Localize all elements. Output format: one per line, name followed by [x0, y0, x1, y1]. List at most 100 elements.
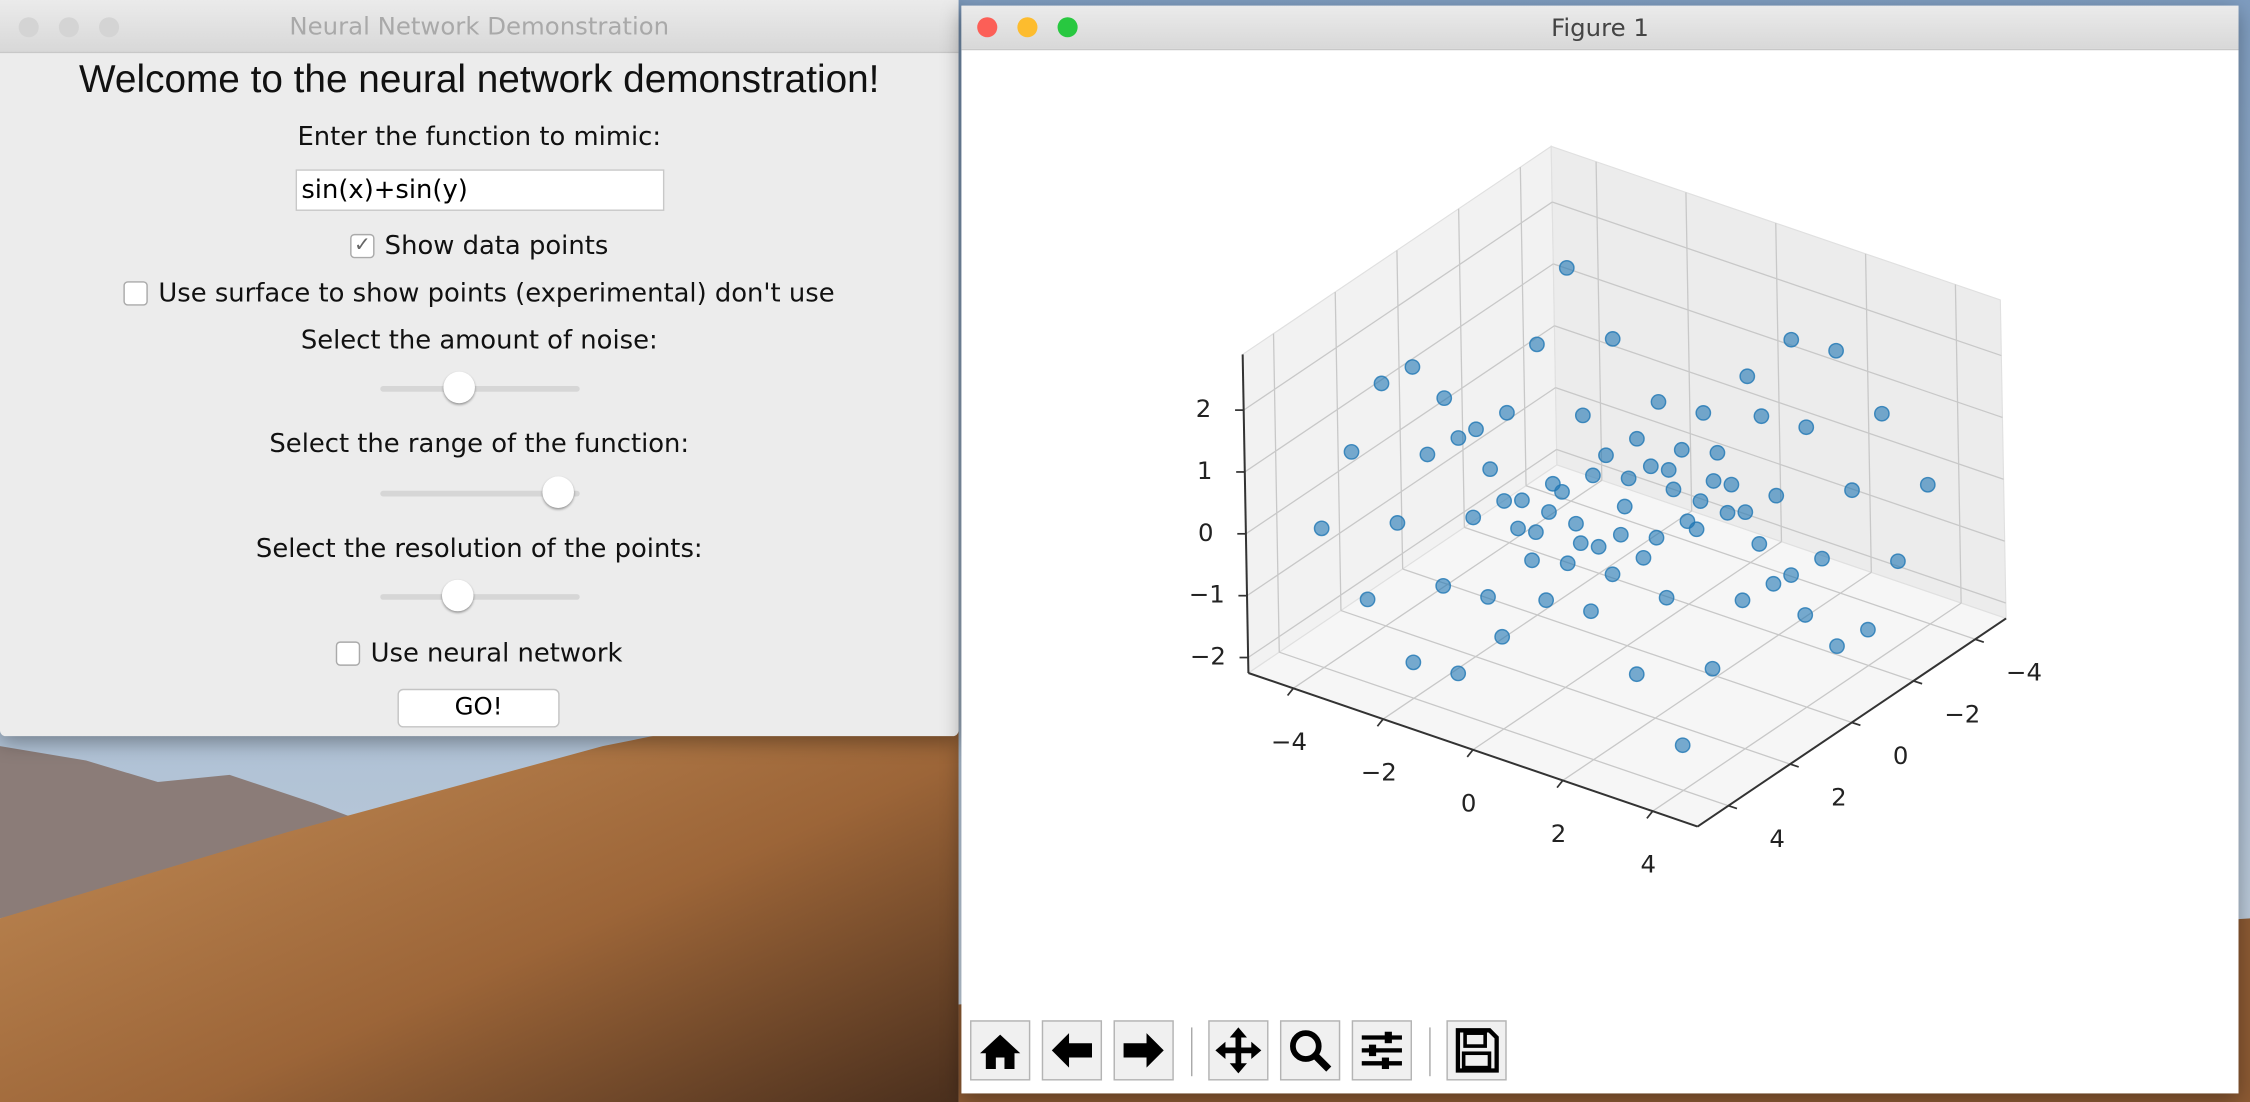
- go-button[interactable]: GO!: [397, 688, 560, 728]
- icon: [1215, 1027, 1262, 1074]
- data-point: [1648, 529, 1665, 546]
- grid-line: [1247, 448, 1558, 659]
- data-point: [1751, 536, 1768, 552]
- data-point: [1673, 441, 1690, 458]
- grid-line: [1245, 325, 1555, 535]
- data-point: [1494, 628, 1511, 645]
- resolution-label: Select the resolution of the points:: [255, 533, 703, 564]
- separator: [1191, 1027, 1193, 1077]
- noise-slider[interactable]: [380, 371, 580, 404]
- data-point: [1798, 419, 1815, 436]
- z-tick-label: 0: [1198, 518, 1214, 547]
- close-button[interactable]: [18, 17, 39, 38]
- z-tick-label: −1: [1189, 580, 1225, 609]
- zoom-button[interactable]: [1057, 17, 1078, 38]
- data-point: [1568, 515, 1584, 532]
- data-point: [1768, 487, 1785, 504]
- zoom-button[interactable]: [99, 17, 120, 38]
- data-point: [1753, 408, 1770, 425]
- data-point: [1389, 515, 1406, 531]
- title-bar: Neural Network Demonstration: [0, 0, 959, 54]
- data-point: [1692, 493, 1709, 509]
- grid-line: [1954, 284, 1962, 604]
- data-point: [1465, 509, 1482, 526]
- y-tick-label: −2: [1944, 699, 1980, 728]
- data-point: [1496, 493, 1513, 509]
- checkbox[interactable]: [123, 281, 149, 306]
- data-point: [1435, 578, 1452, 594]
- icon: [1290, 1030, 1332, 1072]
- data-point: [1890, 553, 1906, 570]
- checkbox[interactable]: [336, 641, 361, 666]
- data-point: [1629, 430, 1645, 447]
- tick-mark: [1851, 721, 1861, 727]
- minimize-button[interactable]: [58, 17, 79, 38]
- data-point: [1919, 476, 1936, 493]
- range-slider[interactable]: [380, 476, 580, 508]
- close-button[interactable]: [977, 17, 998, 38]
- data-point: [1844, 482, 1860, 499]
- data-point: [1436, 390, 1453, 407]
- data-point: [1598, 447, 1614, 464]
- checkbox-label: Show data points: [384, 231, 609, 262]
- data-point: [1688, 521, 1705, 538]
- data-point: [1860, 621, 1876, 638]
- minimize-button[interactable]: [1017, 17, 1038, 38]
- data-point: [1642, 458, 1659, 475]
- data-point: [1541, 504, 1557, 520]
- separator: [1429, 1027, 1431, 1077]
- data-point: [1612, 526, 1629, 543]
- window-title: Neural Network Demonstration: [289, 12, 670, 42]
- forward-button[interactable]: [1113, 1020, 1174, 1081]
- x-tick-label: 0: [1461, 788, 1477, 817]
- data-point: [1528, 524, 1544, 541]
- grid-line: [1279, 651, 1729, 807]
- tick-mark: [1466, 749, 1474, 758]
- data-point: [1590, 538, 1607, 555]
- resolution-slider[interactable]: [380, 579, 580, 612]
- data-point: [1313, 520, 1330, 537]
- zoom-tool-button[interactable]: [1279, 1020, 1341, 1081]
- grid-line: [1457, 208, 1466, 528]
- data-point: [1538, 592, 1555, 609]
- grid-line: [1246, 387, 1556, 597]
- function-label: Enter the function to mimic:: [297, 121, 662, 153]
- icon: [980, 1034, 1021, 1070]
- data-point: [1529, 336, 1545, 353]
- slider-knob[interactable]: [443, 371, 475, 404]
- data-point: [1704, 660, 1721, 677]
- data-point: [1559, 555, 1576, 572]
- checkbox[interactable]: ✓: [350, 233, 375, 259]
- icon: [1051, 1033, 1092, 1068]
- figure-window: Figure 1 −4 −2 0 2 4 −4 −2 0 2 4 −2 −1 0 1 2: [961, 5, 2239, 1094]
- data-point: [1583, 603, 1599, 620]
- grid-line: [1396, 250, 1404, 569]
- slider-knob[interactable]: [542, 476, 574, 508]
- tick-mark: [1913, 680, 1923, 685]
- grid-line: [1519, 167, 1527, 486]
- save-button[interactable]: [1446, 1020, 1507, 1081]
- pan-button[interactable]: [1208, 1020, 1269, 1081]
- function-input[interactable]: sin(x)+sin(y): [295, 169, 665, 211]
- tick-mark: [1728, 804, 1738, 810]
- use-surface-row: Use surface to show points (experimental…: [0, 278, 959, 309]
- data-point: [1665, 481, 1682, 498]
- data-point: [1797, 607, 1814, 623]
- controls-window: Neural Network Demonstration Welcome to …: [0, 0, 959, 737]
- slider-knob[interactable]: [441, 579, 474, 612]
- grid-line: [1244, 263, 1554, 473]
- grid-line: [1525, 485, 1976, 640]
- grid-line: [1340, 609, 1791, 765]
- grid-line: [1555, 386, 2005, 542]
- data-point: [1765, 575, 1782, 592]
- back-button[interactable]: [1041, 1020, 1103, 1081]
- data-point: [1635, 549, 1652, 566]
- tick-mark: [1646, 810, 1654, 819]
- data-point: [1695, 405, 1712, 421]
- configure-button[interactable]: [1351, 1020, 1412, 1081]
- home-button[interactable]: [970, 1020, 1031, 1081]
- data-point: [1783, 331, 1800, 348]
- grid-line: [1334, 292, 1342, 611]
